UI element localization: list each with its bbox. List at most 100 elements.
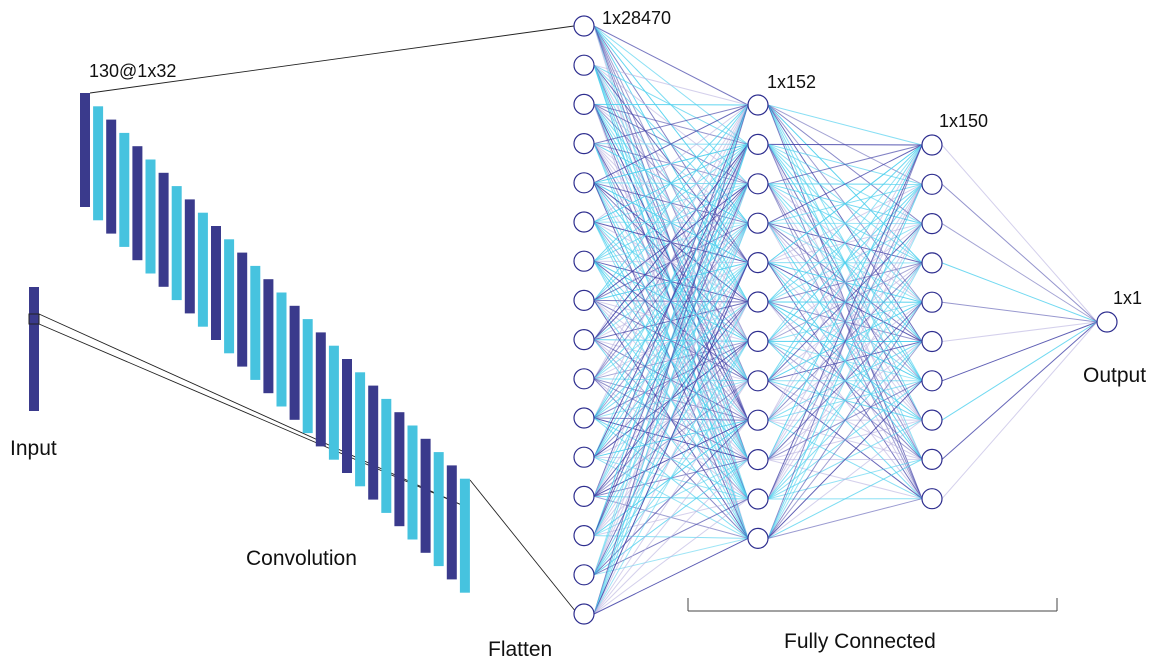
dense1-node bbox=[747, 252, 769, 274]
dense1-node bbox=[747, 330, 769, 352]
dense2-output-edge bbox=[941, 321, 1098, 342]
convolution-filter bbox=[224, 239, 235, 354]
flatten-node bbox=[573, 250, 595, 272]
dense2-output-edge bbox=[941, 321, 1098, 460]
flatten-dense1-edge bbox=[593, 104, 749, 419]
flatten-node bbox=[573, 15, 595, 37]
convolution-filter bbox=[158, 172, 169, 287]
dense2-shape-label: 1x150 bbox=[939, 111, 988, 131]
convolution-filter bbox=[250, 265, 261, 380]
flatten-node bbox=[573, 524, 595, 547]
projection-lines bbox=[38, 25, 577, 613]
dense1-node bbox=[747, 409, 769, 431]
dense1-dense2-edge bbox=[767, 104, 923, 146]
input-vector bbox=[29, 287, 39, 411]
flatten-dense1-edge bbox=[593, 104, 749, 340]
dense2-node bbox=[921, 448, 943, 470]
convolution-filter bbox=[145, 159, 156, 274]
dense1-dense2-edge bbox=[767, 144, 923, 263]
convolution-filter bbox=[80, 93, 90, 207]
flatten-dense1-edge bbox=[593, 341, 749, 615]
dense1-dense2-edge bbox=[767, 144, 923, 185]
output-node bbox=[1096, 311, 1118, 333]
conv-shape-label: 130@1x32 bbox=[89, 61, 176, 81]
dense1-node bbox=[747, 133, 769, 155]
flatten-node bbox=[573, 368, 595, 390]
convolution-filter bbox=[171, 186, 182, 301]
dense2-node bbox=[921, 370, 943, 392]
flatten-dense1-edge bbox=[593, 183, 749, 615]
projection-line bbox=[38, 323, 465, 507]
flatten-shape-label: 1x28470 bbox=[602, 8, 671, 28]
projection-line bbox=[469, 479, 577, 613]
convolution-filter bbox=[433, 452, 444, 567]
dense1-node bbox=[747, 291, 769, 313]
dense2-output-edge bbox=[941, 321, 1098, 421]
dense1-dense2-edge bbox=[767, 498, 923, 539]
flatten-dense1-edge bbox=[593, 64, 749, 106]
dense1-dense2-edge bbox=[767, 301, 923, 539]
convolution-filter bbox=[342, 359, 352, 473]
input-label: Input bbox=[10, 437, 57, 460]
flatten-node bbox=[573, 603, 595, 625]
dense1-node bbox=[747, 488, 769, 510]
dense1-dense2-edge bbox=[767, 144, 923, 421]
dense1-dense2-edge bbox=[767, 144, 923, 500]
flatten-node bbox=[573, 211, 595, 233]
dense1-dense2-edge bbox=[767, 144, 923, 382]
flatten-dense1-edge bbox=[593, 104, 749, 615]
flatten-label: Flatten bbox=[488, 638, 552, 661]
dense2-output-edge bbox=[941, 321, 1098, 382]
flatten-node bbox=[573, 133, 595, 155]
flatten-dense1-edge bbox=[593, 104, 749, 301]
dense1-dense2-edge bbox=[767, 144, 923, 539]
fully-connected-label: Fully Connected bbox=[784, 630, 936, 653]
convolution-filter bbox=[328, 345, 339, 460]
dense1-dense2-edge bbox=[767, 419, 923, 539]
flatten-dense1-edge bbox=[593, 498, 749, 615]
flatten-node bbox=[573, 172, 595, 194]
flatten-dense1-edge bbox=[593, 104, 749, 536]
dense1-node bbox=[747, 370, 769, 392]
flatten-dense1-edge bbox=[593, 537, 749, 615]
flatten-dense1-edge bbox=[593, 419, 749, 615]
flatten-dense1-edge bbox=[593, 104, 749, 380]
flatten-dense1-edge bbox=[593, 103, 749, 106]
convolution-filter bbox=[106, 119, 117, 234]
dense1-node bbox=[747, 449, 769, 471]
flatten-node bbox=[573, 54, 595, 76]
dense2-output-edge bbox=[941, 321, 1098, 500]
output-label: Output bbox=[1083, 364, 1146, 387]
dense1-dense2-edge bbox=[767, 262, 923, 539]
dense1-dense2-edge bbox=[767, 144, 923, 460]
projection-line bbox=[38, 313, 465, 507]
convolution-filter bbox=[119, 132, 130, 247]
dense1-node bbox=[747, 94, 769, 116]
flatten-node bbox=[573, 93, 595, 116]
dense1-node bbox=[747, 173, 769, 195]
neuron-nodes bbox=[573, 15, 1118, 625]
dense2-node bbox=[921, 409, 943, 431]
output-shape-label: 1x1 bbox=[1113, 288, 1142, 308]
flatten-node bbox=[573, 329, 595, 351]
dense2-node bbox=[921, 488, 943, 510]
flatten-dense1-edge bbox=[593, 104, 749, 223]
flatten-dense1-edge bbox=[593, 104, 749, 262]
flatten-dense1-edge bbox=[593, 223, 749, 615]
dense1-dense2-edge bbox=[767, 144, 923, 342]
flatten-node bbox=[573, 485, 595, 507]
flatten-dense1-edge bbox=[593, 104, 749, 184]
dense1-node bbox=[747, 212, 769, 234]
dense1-dense2-edge bbox=[767, 380, 923, 539]
dense2-node bbox=[921, 213, 943, 235]
dense1-dense2-edge bbox=[767, 184, 923, 539]
convolution-filter bbox=[302, 319, 313, 434]
flatten-node bbox=[573, 407, 595, 429]
dense2-output-edge bbox=[941, 262, 1098, 323]
convolution-filter bbox=[355, 372, 366, 487]
flatten-dense1-edge bbox=[593, 144, 749, 615]
convolution-filter bbox=[459, 478, 470, 593]
dense2-output-edge bbox=[941, 301, 1098, 323]
convolution-filter bbox=[132, 146, 143, 261]
dense2-node bbox=[921, 252, 943, 274]
